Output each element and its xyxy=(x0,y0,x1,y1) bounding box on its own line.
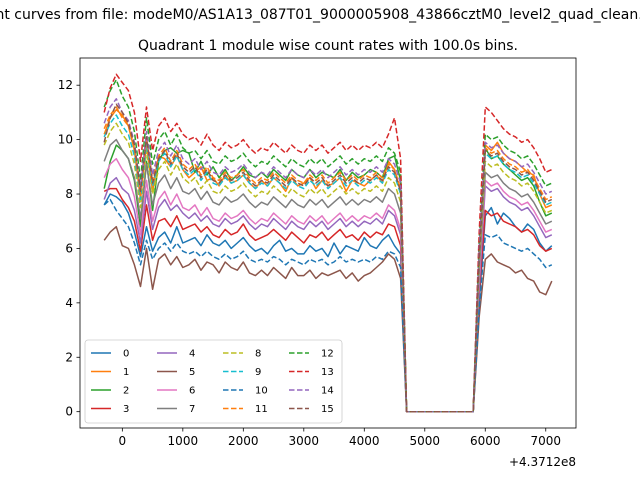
series-line-13 xyxy=(103,73,553,413)
x-tick-label: 0 xyxy=(119,434,127,448)
legend-label-14: 14 xyxy=(321,386,334,397)
x-tick-label: 2000 xyxy=(228,434,259,448)
legend-label-0: 0 xyxy=(123,349,129,360)
y-tick-label: 10 xyxy=(58,133,73,147)
x-tick-label: 6000 xyxy=(470,434,501,448)
legend-label-5: 5 xyxy=(189,367,195,378)
series-line-15 xyxy=(103,103,553,413)
x-axis-offset-label: +4.3712e8 xyxy=(509,455,576,469)
legend-label-3: 3 xyxy=(123,404,129,415)
legend-label-1: 1 xyxy=(123,367,129,378)
y-tick-label: 0 xyxy=(65,405,73,419)
legend-box xyxy=(84,339,343,424)
legend-label-13: 13 xyxy=(321,367,334,378)
y-tick-label: 8 xyxy=(65,187,73,201)
x-tick-label: 3000 xyxy=(289,434,320,448)
legend-label-10: 10 xyxy=(255,386,268,397)
legend-label-2: 2 xyxy=(123,386,129,397)
legend-label-9: 9 xyxy=(255,367,261,378)
legend-label-4: 4 xyxy=(189,349,195,360)
legend-label-6: 6 xyxy=(189,386,195,397)
legend-label-8: 8 xyxy=(255,349,261,360)
legend-label-11: 11 xyxy=(255,404,268,415)
axes-frame xyxy=(79,57,577,429)
x-tick-label: 4000 xyxy=(349,434,380,448)
legend-label-12: 12 xyxy=(321,349,334,360)
x-tick-label: 1000 xyxy=(168,434,199,448)
series-lines xyxy=(103,73,553,413)
x-axis-ticks: 0 1000 2000 3000 4000 5000 6000 7000 xyxy=(119,428,561,448)
series-line-10 xyxy=(103,198,553,413)
y-tick-label: 2 xyxy=(65,350,73,364)
x-tick-label: 7000 xyxy=(530,434,561,448)
axes-title: Quadrant 1 module wise count rates with … xyxy=(138,38,518,54)
legend-label-15: 15 xyxy=(321,404,334,415)
series-line-5 xyxy=(103,225,553,413)
x-tick-label: 5000 xyxy=(410,434,441,448)
y-tick-label: 4 xyxy=(65,296,73,310)
y-axis-ticks: 0 2 4 6 8 10 12 xyxy=(58,78,80,419)
series-line-8 xyxy=(103,122,553,413)
legend-label-7: 7 xyxy=(189,404,195,415)
figure-suptitle: Light curves from file: modeM0/AS1A13_08… xyxy=(0,7,640,23)
y-tick-label: 6 xyxy=(65,241,73,255)
y-tick-label: 12 xyxy=(58,78,73,92)
